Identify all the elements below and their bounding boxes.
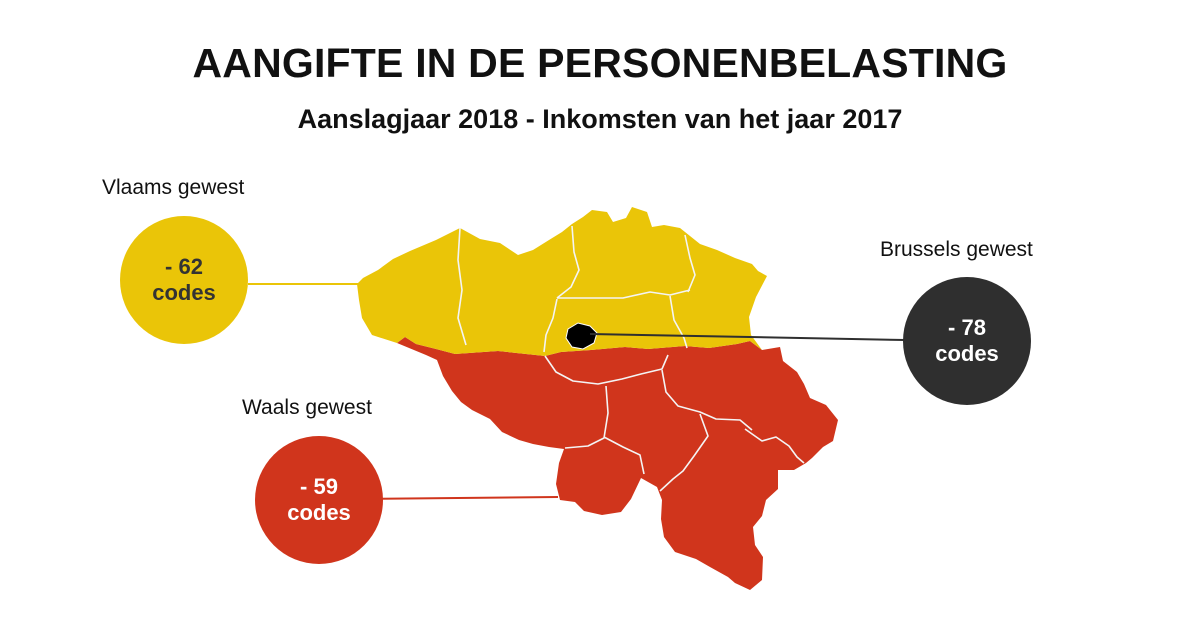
wallonia-region[interactable] xyxy=(397,337,838,590)
brussels-label: Brussels gewest xyxy=(880,238,1033,261)
wallonia-unit: codes xyxy=(287,500,351,525)
brussels-bubble: - 78 codes xyxy=(903,277,1031,405)
wallonia-label: Waals gewest xyxy=(242,396,372,419)
page-subtitle: Aanslagjaar 2018 - Inkomsten van het jaa… xyxy=(297,104,903,134)
flanders-bubble: - 62 codes xyxy=(120,216,248,344)
brussels-connector-line xyxy=(589,333,906,341)
wallonia-bubble: - 59 codes xyxy=(255,436,383,564)
wallonia-connector-line xyxy=(354,496,559,500)
flanders-label: Vlaams gewest xyxy=(102,176,245,199)
brussels-region[interactable] xyxy=(565,322,598,350)
brussels-value: - 78 xyxy=(948,315,986,340)
flanders-region[interactable] xyxy=(357,207,767,356)
page-title: AANGIFTE IN DE PERSONENBELASTING xyxy=(192,40,1008,86)
flanders-province-borders xyxy=(457,225,696,353)
wallonia-value: - 59 xyxy=(300,474,338,499)
wallonia-province-borders xyxy=(544,354,805,492)
brussels-unit: codes xyxy=(935,341,999,366)
flanders-unit: codes xyxy=(152,280,216,305)
flanders-value: - 62 xyxy=(165,254,203,279)
